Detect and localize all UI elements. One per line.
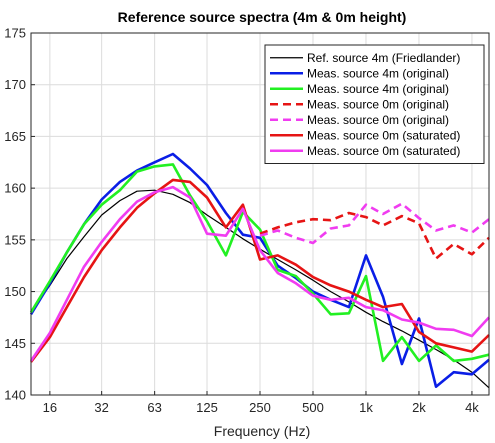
series-line-5 — [259, 202, 490, 245]
x-tick-label: 1k — [359, 400, 373, 415]
series-line-4 — [259, 211, 490, 260]
series-line-7 — [29, 185, 490, 362]
legend-label: Ref. source 4m (Friedlander) — [307, 51, 460, 65]
chart-title: Reference source spectra (4m & 0m height… — [118, 9, 407, 25]
y-tick-label: 165 — [4, 129, 26, 144]
legend-label: Meas. source 0m (saturated) — [307, 144, 460, 158]
y-tick-label: 170 — [4, 77, 26, 92]
y-tick-label: 175 — [4, 26, 26, 41]
x-tick-label: 250 — [249, 400, 271, 415]
x-tick-label: 500 — [302, 400, 324, 415]
x-tick-label: 125 — [196, 400, 218, 415]
legend-label: Meas. source 0m (saturated) — [307, 128, 460, 142]
y-tick-label: 150 — [4, 284, 26, 299]
y-tick-label: 145 — [4, 336, 26, 351]
legend-label: Meas. source 4m (original) — [307, 66, 449, 80]
series-lines — [29, 152, 490, 389]
x-tick-label: 32 — [94, 400, 108, 415]
legend: Ref. source 4m (Friedlander)Meas. source… — [264, 44, 485, 164]
y-tick-label: 160 — [4, 181, 26, 196]
y-tick-label: 155 — [4, 232, 26, 247]
plot-area-frame — [30, 32, 490, 396]
y-tick-label: 140 — [4, 388, 26, 403]
series-line-2 — [29, 152, 490, 389]
x-tick-label: 16 — [43, 400, 57, 415]
legend-label: Meas. source 0m (original) — [307, 113, 449, 127]
axis-ticks: 16 32 63 125 250 500 1k 2k 4k 140 145 150 155 160 165 1… — [4, 26, 479, 416]
legend-label: Meas. source 4m (original) — [307, 82, 449, 96]
series-line-3 — [29, 163, 490, 363]
x-tick-label: 4k — [465, 400, 479, 415]
legend-label: Meas. source 0m (original) — [307, 97, 449, 111]
x-tick-label: 2k — [412, 400, 426, 415]
x-tick-label: 63 — [147, 400, 161, 415]
x-axis-label: Frequency (Hz) — [214, 423, 310, 439]
